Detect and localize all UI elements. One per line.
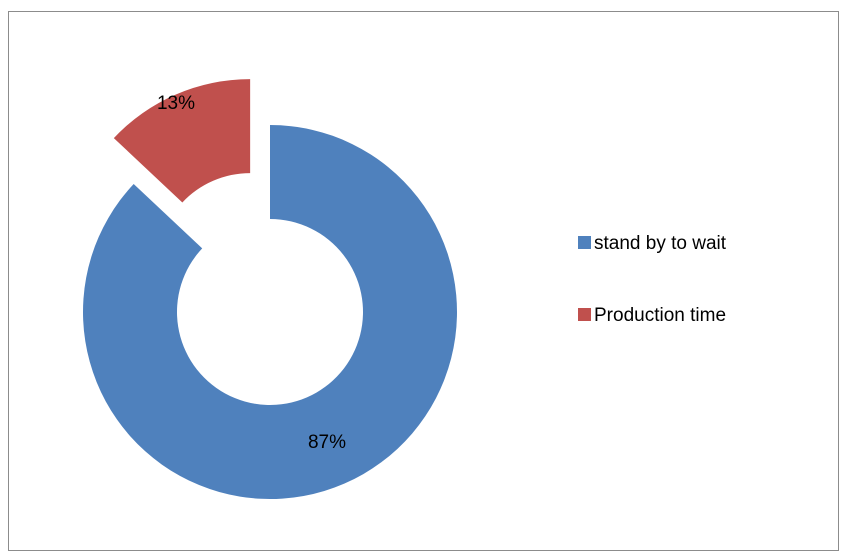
donut-chart: 87% 13% stand by to wait Production time bbox=[82, 79, 727, 500]
slice-label-production-time: 13% bbox=[157, 93, 195, 114]
slice-label-stand-by-to-wait: 87% bbox=[308, 432, 346, 453]
slice-production-time bbox=[113, 79, 251, 203]
slice-stand-by-to-wait bbox=[82, 125, 457, 500]
legend-label-production-time: Production time bbox=[594, 305, 726, 326]
legend: stand by to wait Production time bbox=[578, 233, 727, 326]
legend-label-stand-by-to-wait: stand by to wait bbox=[594, 233, 727, 254]
slices-group bbox=[82, 79, 457, 500]
slice-labels-group: 87% 13% bbox=[157, 93, 346, 453]
legend-swatch-production-time bbox=[578, 308, 591, 321]
legend-swatch-stand-by-to-wait bbox=[578, 236, 591, 249]
